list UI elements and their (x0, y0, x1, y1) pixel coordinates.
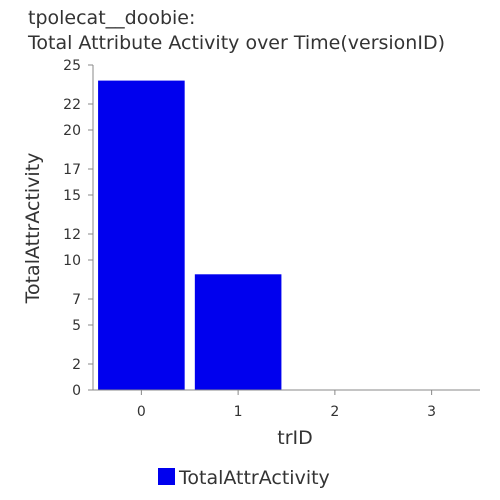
x-tick-label: 1 (234, 404, 243, 420)
legend: TotalAttrActivity (158, 467, 330, 489)
legend-swatch (158, 468, 175, 485)
x-axis-title: trID (277, 427, 313, 449)
y-tick-label: 22 (63, 97, 81, 113)
x-tick-label: 2 (330, 404, 339, 420)
y-axis-title: TotalAttrActivity (22, 153, 44, 305)
chart-title-line-1: tpolecat__doobie: (28, 7, 196, 29)
bar (98, 80, 185, 390)
bars-group (98, 80, 282, 390)
y-tick-label: 0 (72, 383, 81, 399)
bar (194, 274, 282, 390)
x-axis: 0 1 2 3 (93, 389, 480, 420)
y-tick-label: 12 (63, 227, 81, 243)
y-tick-label: 10 (63, 253, 81, 269)
y-tick-label: 17 (63, 162, 81, 178)
x-tick-label: 3 (427, 404, 436, 420)
y-tick-label: 25 (63, 58, 81, 74)
chart-title: tpolecat__doobie: Total Attribute Activi… (28, 6, 445, 56)
y-tick-label: 15 (63, 188, 81, 204)
chart-title-line-2: Total Attribute Activity over Time(versi… (28, 32, 445, 54)
legend-label: TotalAttrActivity (178, 467, 330, 489)
x-tick-label: 0 (137, 404, 146, 420)
y-tick-label: 20 (63, 123, 81, 139)
y-tick-label: 2 (72, 357, 81, 373)
y-tick-label: 5 (72, 318, 81, 334)
y-tick-label: 7 (72, 292, 81, 308)
